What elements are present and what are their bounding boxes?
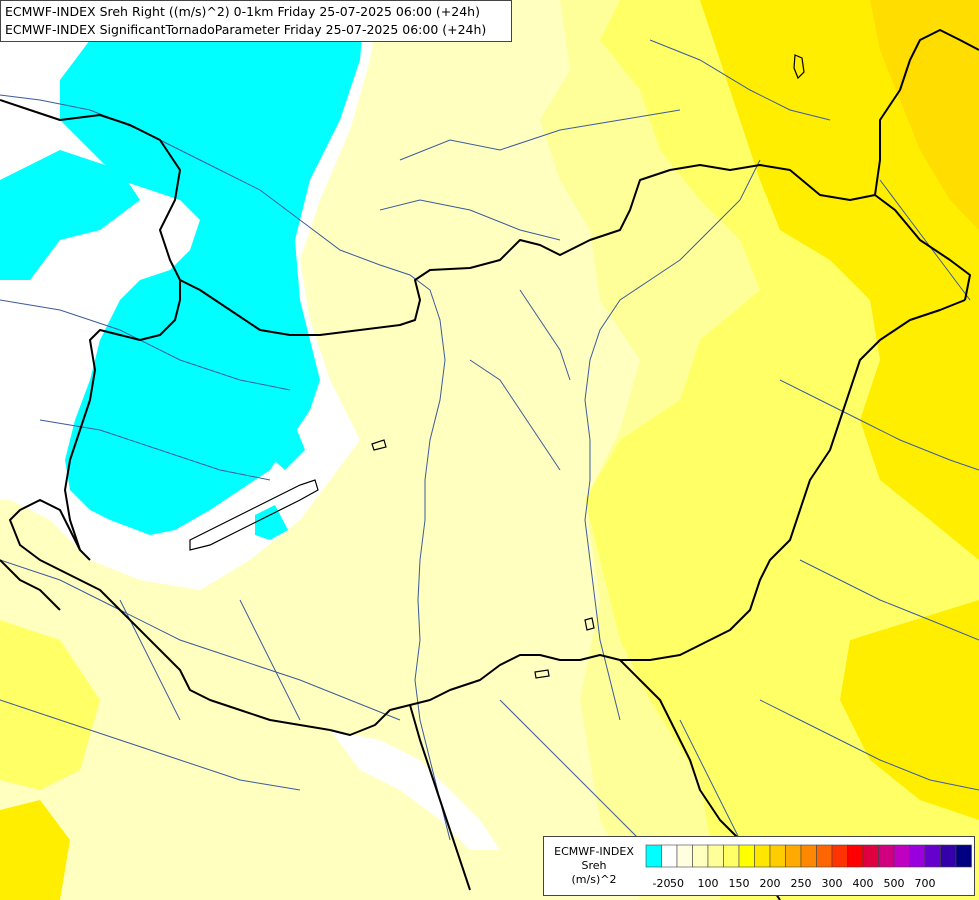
legend-swatch	[707, 844, 724, 868]
lake-outlines	[189, 54, 805, 679]
legend-swatch	[785, 844, 802, 868]
map-title-box: ECMWF-INDEX Sreh Right ((m/s)^2) 0-1km F…	[0, 0, 512, 42]
river-sava	[0, 699, 301, 791]
legend-swatch	[723, 844, 740, 868]
river-south-2	[679, 719, 741, 841]
field-strong-yellow-se	[840, 600, 979, 820]
field-yellow-sw	[0, 620, 100, 790]
border-hr-sr	[409, 704, 471, 891]
legend-title-line-1: ECMWF-INDEX	[554, 845, 634, 858]
river-sw-2	[239, 599, 301, 721]
legend-swatch	[940, 844, 957, 868]
field-cyan-west	[0, 150, 140, 280]
legend-tick-label: 50	[670, 877, 684, 890]
river-east-3	[759, 699, 979, 791]
border-ro-ua	[874, 29, 979, 196]
river-west-1	[0, 299, 291, 391]
legend-swatch	[645, 844, 662, 868]
field-cyan-patch-1	[268, 425, 305, 470]
legend-swatch	[878, 844, 895, 868]
legend-tick-label: 700	[915, 877, 936, 890]
field-white-south	[330, 730, 500, 850]
legend-swatch	[800, 844, 817, 868]
legend-tick-label: 250	[791, 877, 812, 890]
legend-swatch	[847, 844, 864, 868]
river-ne-2	[879, 179, 971, 301]
lake-balaton	[189, 479, 319, 551]
field-strong-yellow-ne	[700, 0, 979, 560]
legend-scale: -20 50 100 150 200 250 300 400 500 700	[645, 844, 972, 890]
legend-tick-label: 200	[760, 877, 781, 890]
legend-tick-label: 150	[729, 877, 750, 890]
field-cyan-patch-2	[255, 505, 288, 540]
legend-swatch	[893, 844, 910, 868]
river-east-1	[779, 379, 979, 471]
field-orange-yellow-ne	[870, 0, 979, 230]
river-south-1	[499, 699, 661, 861]
border-at-sk-hu	[0, 99, 971, 336]
legend-swatch	[661, 844, 678, 868]
river-north-2	[379, 199, 561, 241]
legend-swatch	[769, 844, 786, 868]
river-lines	[0, 39, 979, 861]
lake-small-1	[371, 439, 387, 451]
legend-swatch	[754, 844, 771, 868]
legend-title: ECMWF-INDEX Sreh (m/s)^2	[546, 845, 642, 887]
legend-swatch	[831, 844, 848, 868]
border-west-extra	[0, 559, 61, 611]
legend-tick-label: 400	[853, 877, 874, 890]
map-title-line-1: ECMWF-INDEX Sreh Right ((m/s)^2) 0-1km F…	[5, 4, 480, 19]
legend-swatch	[738, 844, 755, 868]
river-central-1	[469, 359, 561, 471]
border-hu-hr-si	[9, 499, 331, 731]
lake-small-3	[584, 617, 595, 631]
river-north-1	[399, 109, 681, 161]
legend-swatch	[862, 844, 879, 868]
legend-title-line-2: Sreh	[581, 859, 607, 872]
lake-small-2	[793, 54, 805, 80]
legend-swatch	[692, 844, 709, 868]
legend-swatch	[955, 844, 972, 868]
legend-swatch	[924, 844, 941, 868]
river-east-2	[799, 559, 979, 641]
river-drava	[0, 559, 401, 721]
color-legend: ECMWF-INDEX Sreh (m/s)^2 -20 50 100 150 200 2…	[543, 836, 975, 896]
legend-tick-label: 300	[822, 877, 843, 890]
river-central-2	[519, 289, 571, 381]
border-at-hu-west	[64, 280, 181, 551]
field-strong-yellow-sw	[0, 800, 70, 900]
border-hu-ro	[329, 299, 966, 736]
river-west-2	[39, 419, 271, 481]
legend-swatch	[816, 844, 833, 868]
lake-small-4	[534, 669, 550, 679]
legend-tick-label: -20	[653, 877, 671, 890]
map-title-line-2: ECMWF-INDEX SignificantTornadoParameter …	[5, 22, 487, 37]
country-borders	[0, 29, 979, 900]
legend-swatch	[909, 844, 926, 868]
river-tisza	[584, 159, 761, 721]
legend-title-line-3: (m/s)^2	[571, 873, 617, 886]
river-ne-1	[649, 39, 831, 121]
legend-tick-label: 500	[884, 877, 905, 890]
river-danube-north	[0, 94, 451, 841]
field-cyan-main	[60, 0, 365, 535]
legend-tick-label: 100	[698, 877, 719, 890]
legend-swatch	[676, 844, 693, 868]
